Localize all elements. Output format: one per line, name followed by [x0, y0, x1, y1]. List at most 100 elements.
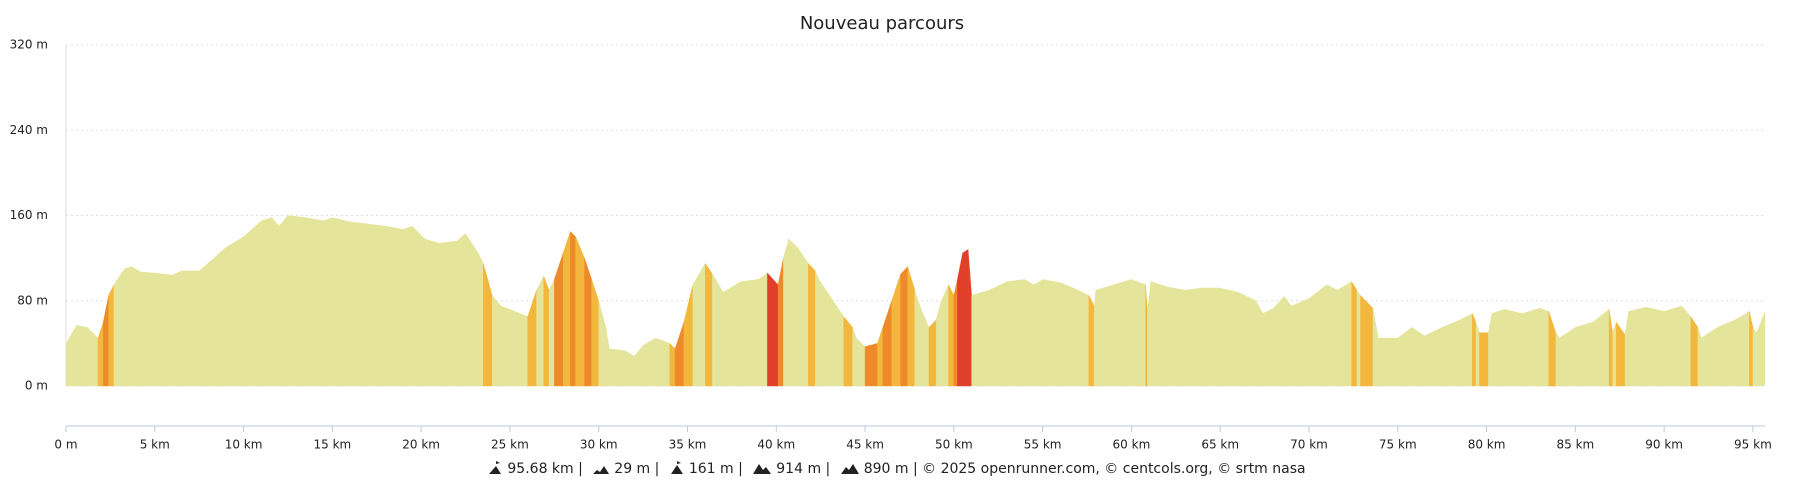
slope-segment [1326, 284, 1338, 387]
slope-segment [1488, 313, 1493, 387]
slope-segment [271, 217, 280, 387]
slope-segment [989, 281, 1008, 387]
slope-segment [705, 262, 713, 387]
slope-segment [598, 300, 607, 387]
slope-segment [1690, 316, 1699, 387]
slope-segment [554, 252, 564, 387]
slope-segment [367, 223, 386, 387]
slope-segment [1145, 284, 1148, 387]
slope-segment [103, 295, 109, 387]
slope-segment [1024, 279, 1034, 387]
slope-segment [634, 344, 644, 387]
slope-segment [692, 262, 706, 387]
slope-segment [1539, 307, 1549, 387]
slope-segment [548, 279, 555, 387]
slope-segment [740, 279, 759, 387]
slope-segment [1521, 307, 1541, 387]
slope-segment [1291, 298, 1310, 387]
slope-segment [1734, 311, 1750, 387]
x-tick-label: 80 km [1468, 438, 1506, 452]
slope-segment [456, 233, 466, 387]
slope-segment [181, 270, 200, 387]
slope-segment [124, 266, 132, 387]
slope-segment [477, 252, 484, 387]
slope-segment [76, 325, 88, 387]
slope-segment [305, 217, 324, 387]
footer-max: 161 m | [688, 461, 743, 477]
slope-segment [962, 249, 969, 387]
slope-segment [412, 225, 425, 387]
slope-segment [1646, 306, 1665, 387]
x-tick-label: 60 km [1113, 438, 1151, 452]
slope-segment [113, 268, 125, 387]
slope-segment [1113, 279, 1132, 387]
slope-segment [483, 263, 493, 387]
x-tick-label: 0 m [54, 438, 77, 452]
slope-segment [543, 276, 550, 387]
slope-segment [605, 327, 610, 387]
slope-segment [65, 324, 77, 387]
slope-segment [1441, 319, 1461, 387]
slope-segment [914, 290, 923, 387]
slope-segment [1150, 281, 1168, 387]
slope-segment [287, 215, 306, 387]
slope-segment [891, 274, 901, 387]
slope-segment [1337, 281, 1352, 387]
max-icon [670, 461, 683, 474]
slope-segment [783, 238, 789, 387]
slope-segment [1575, 321, 1594, 387]
slope-segment [941, 284, 949, 387]
slope-segment [1372, 308, 1379, 387]
descent-icon [840, 464, 859, 474]
slope-segment [424, 238, 440, 387]
slope-segment [491, 294, 502, 387]
slope-segment [1628, 306, 1647, 387]
x-tick-label: 25 km [491, 438, 529, 452]
slope-segment [349, 221, 369, 387]
slope-segment [438, 240, 457, 387]
slope-segment [87, 326, 99, 387]
slope-segment [1701, 327, 1718, 387]
slope-segment [1397, 326, 1413, 387]
slope-segment [948, 284, 955, 387]
slope-segment [591, 279, 599, 387]
slope-segment [1166, 286, 1185, 387]
slope-segment [935, 300, 942, 387]
slope-segment [1033, 279, 1043, 387]
slope-segment [758, 272, 768, 387]
slope-segment [843, 316, 853, 387]
slope-segment [1273, 295, 1285, 387]
slope-segment [1559, 327, 1576, 387]
slope-segment [1681, 305, 1691, 387]
chart: Nouveau parcours 0 m 80 m 160 m 240 m 320 m 0… [10, 13, 1772, 452]
slope-segment [570, 231, 576, 387]
min-icon [593, 466, 610, 474]
slope-segment [536, 276, 544, 387]
slope-segment [877, 327, 884, 387]
slope-segment [808, 262, 816, 387]
slope-segment [855, 337, 866, 387]
slope-segment [562, 231, 571, 387]
slope-segment [1424, 327, 1443, 387]
x-tick-label: 55 km [1024, 438, 1062, 452]
slope-segment [864, 343, 878, 387]
slope-segment [97, 321, 104, 387]
slope-segment [1255, 299, 1264, 387]
footer-min: 29 m | [614, 461, 660, 477]
slope-segment [829, 294, 844, 387]
slope-segment [1356, 289, 1361, 387]
x-tick-label: 50 km [935, 438, 973, 452]
slope-segment [1411, 327, 1425, 387]
slope-segment [1479, 332, 1489, 387]
x-tick-label: 20 km [402, 438, 440, 452]
footer-distance: 95.68 km | [507, 461, 583, 477]
x-tick-label: 45 km [846, 438, 884, 452]
x-tick-label: 70 km [1290, 438, 1328, 452]
slope-segment [1283, 295, 1292, 387]
slope-segment [500, 305, 511, 387]
x-tick-label: 40 km [757, 438, 795, 452]
slope-segment [777, 258, 784, 387]
slope-segment [1220, 287, 1239, 387]
slope-segment [1131, 279, 1146, 387]
slope-segment [261, 217, 273, 387]
